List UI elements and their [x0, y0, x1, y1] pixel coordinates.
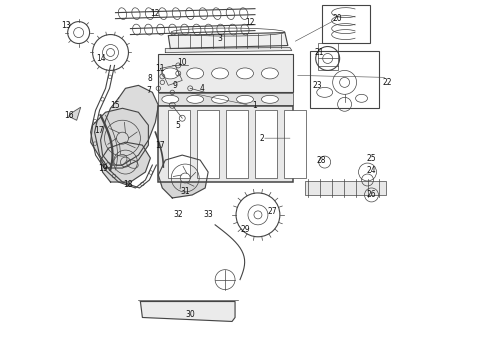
Text: 24: 24 [367, 166, 376, 175]
Text: 1: 1 [252, 101, 257, 110]
Text: 14: 14 [96, 54, 105, 63]
Text: 16: 16 [64, 111, 74, 120]
Text: 17: 17 [155, 141, 165, 150]
Text: 29: 29 [240, 225, 250, 234]
Text: 8: 8 [148, 74, 153, 83]
Text: 11: 11 [156, 64, 165, 73]
Text: 33: 33 [203, 210, 213, 219]
Polygon shape [158, 155, 208, 198]
Bar [158, 54, 293, 92]
Text: 22: 22 [383, 78, 392, 87]
Text: 13: 13 [61, 21, 71, 30]
Ellipse shape [187, 95, 204, 103]
Text: 32: 32 [173, 210, 183, 219]
Text: 21: 21 [315, 48, 324, 57]
Polygon shape [168, 32, 288, 49]
Polygon shape [165, 48, 292, 53]
Ellipse shape [212, 95, 228, 103]
Bar [158, 106, 293, 182]
Text: 10: 10 [177, 58, 187, 67]
Text: 3: 3 [218, 34, 222, 43]
Text: 25: 25 [367, 154, 376, 163]
Text: 28: 28 [317, 156, 326, 165]
Ellipse shape [212, 68, 228, 79]
Bar [305, 181, 387, 195]
Ellipse shape [262, 68, 278, 79]
Ellipse shape [162, 95, 179, 103]
Text: 5: 5 [176, 121, 181, 130]
Bar [197, 110, 219, 178]
Text: 30: 30 [185, 310, 195, 319]
Text: 7: 7 [146, 86, 151, 95]
Bar [322, 5, 369, 42]
Polygon shape [100, 85, 158, 165]
Ellipse shape [187, 68, 204, 79]
Text: 27: 27 [267, 207, 277, 216]
Text: 12: 12 [150, 9, 160, 18]
Ellipse shape [237, 95, 253, 103]
Text: 23: 23 [313, 81, 322, 90]
Bar [284, 110, 306, 178]
Text: 4: 4 [200, 84, 205, 93]
Bar [310, 50, 379, 108]
Ellipse shape [162, 68, 179, 79]
Text: 15: 15 [111, 101, 121, 110]
Text: 20: 20 [333, 14, 343, 23]
Bar [255, 110, 277, 178]
Polygon shape [100, 142, 150, 182]
Polygon shape [141, 302, 235, 321]
Polygon shape [91, 108, 148, 168]
Polygon shape [160, 66, 182, 85]
Ellipse shape [237, 68, 253, 79]
Text: 18: 18 [123, 180, 133, 189]
Text: 9: 9 [173, 81, 178, 90]
Polygon shape [69, 107, 81, 120]
Bar [158, 93, 293, 105]
Bar [318, 42, 338, 71]
Text: 19: 19 [98, 163, 107, 172]
Ellipse shape [262, 95, 278, 103]
Text: 2: 2 [260, 134, 264, 143]
Text: 26: 26 [367, 190, 376, 199]
Text: 12: 12 [245, 18, 255, 27]
Bar [226, 110, 248, 178]
Text: 17: 17 [94, 126, 103, 135]
Bar [168, 110, 190, 178]
Text: 31: 31 [180, 188, 190, 197]
